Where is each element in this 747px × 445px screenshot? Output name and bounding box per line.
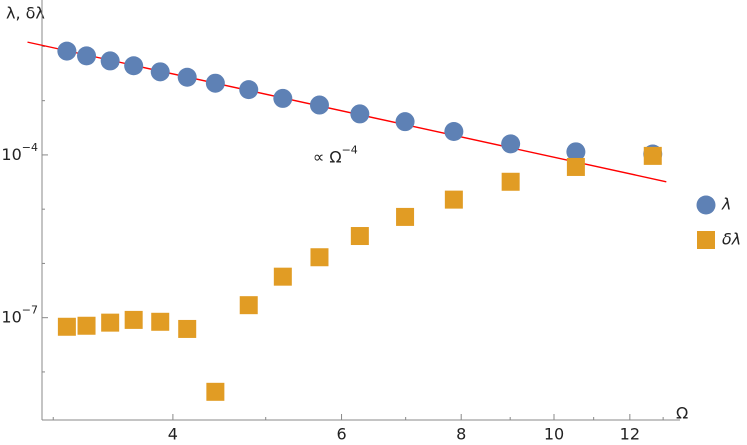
point xyxy=(643,146,662,165)
y-axis-label: λ, δλ xyxy=(6,4,45,23)
point xyxy=(444,122,464,142)
point xyxy=(273,267,292,286)
x-tick-label: 12 xyxy=(620,425,640,444)
point xyxy=(205,73,225,93)
point xyxy=(239,296,258,315)
point xyxy=(273,88,293,108)
y-tick-exp: −7 xyxy=(22,304,38,317)
annotation: ∝ Ω−4 xyxy=(313,143,358,166)
point xyxy=(100,51,120,71)
x-tick-label: 6 xyxy=(336,425,346,444)
point xyxy=(177,67,197,87)
point xyxy=(350,104,370,124)
point xyxy=(57,317,76,336)
legend-label: λ xyxy=(721,195,731,214)
point xyxy=(501,172,520,191)
y-tick-label: 10−4 xyxy=(1,141,38,164)
y-tick-label: 10−7 xyxy=(1,304,38,327)
x-tick-label: 4 xyxy=(168,425,178,444)
point xyxy=(178,319,197,338)
legend-marker xyxy=(697,231,715,249)
point xyxy=(206,382,225,401)
point xyxy=(566,157,585,176)
point xyxy=(444,190,463,209)
legend-marker xyxy=(696,195,716,215)
legend-label: δλ xyxy=(722,230,741,249)
point xyxy=(395,112,415,132)
x-tick-label: 10 xyxy=(544,425,564,444)
point xyxy=(309,95,329,115)
point xyxy=(124,56,144,76)
y-tick-base: 10 xyxy=(1,144,21,163)
point xyxy=(501,134,521,154)
point xyxy=(77,316,96,335)
annotation-exp: −4 xyxy=(342,143,358,156)
point xyxy=(150,62,170,82)
x-tick-label: 8 xyxy=(456,425,466,444)
x-axis-label: Ω xyxy=(676,404,688,423)
point xyxy=(239,80,259,100)
annotation-text: ∝ Ω xyxy=(313,147,342,166)
point xyxy=(310,248,329,267)
point xyxy=(124,310,143,329)
point xyxy=(101,313,120,332)
point xyxy=(566,142,586,162)
point xyxy=(350,227,369,246)
point xyxy=(77,46,97,66)
y-tick-exp: −4 xyxy=(22,141,38,154)
point xyxy=(396,207,415,226)
y-tick-base: 10 xyxy=(1,307,21,326)
point xyxy=(57,41,77,61)
point xyxy=(151,312,170,331)
